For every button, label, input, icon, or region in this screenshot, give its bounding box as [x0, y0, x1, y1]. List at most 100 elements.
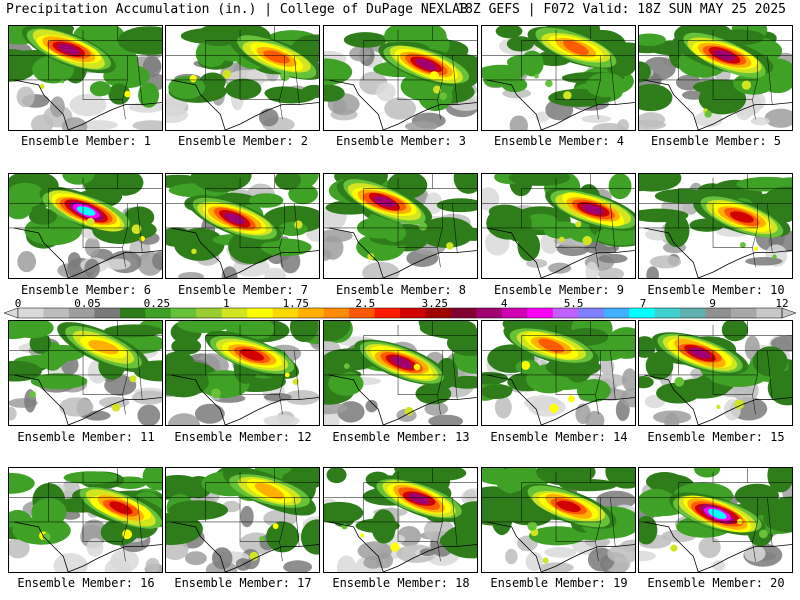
ensemble-member-label: Ensemble Member: 17	[174, 576, 312, 590]
ensemble-member-map	[481, 320, 636, 426]
colorbar-segment	[94, 308, 121, 318]
coastline	[328, 521, 477, 572]
colorbar-tick-label: 7	[639, 297, 647, 310]
colorbar-segment	[654, 308, 681, 318]
colorbar-segment	[170, 308, 197, 318]
colorbar-segment	[247, 308, 273, 318]
colorbar-segment	[18, 308, 44, 318]
coastline	[170, 374, 319, 425]
state-boundaries	[324, 321, 477, 415]
colorbar-tick-label: 0.25	[143, 297, 171, 310]
colorbar-segment	[119, 308, 146, 318]
colorbar-segment	[425, 308, 452, 318]
colorbar-segment	[68, 308, 95, 318]
state-boundaries	[482, 26, 635, 120]
colorbar-segment	[145, 308, 172, 318]
colorbar-segment	[578, 308, 605, 318]
ensemble-member-label: Ensemble Member: 13	[332, 430, 470, 444]
colorbar-segment	[272, 308, 299, 318]
state-boundaries	[9, 321, 162, 415]
ensemble-member-label: Ensemble Member: 7	[177, 283, 309, 297]
state-boundaries	[324, 26, 477, 120]
state-boundaries	[639, 468, 792, 562]
coastline	[13, 521, 162, 572]
map-title: Precipitation Accumulation (in.) | Colle…	[6, 2, 468, 17]
state-boundaries	[482, 468, 635, 562]
coastline	[328, 227, 477, 278]
ensemble-member-label: Ensemble Member: 1	[20, 134, 152, 148]
ensemble-member-map	[323, 173, 478, 279]
ensemble-member-label: Ensemble Member: 10	[647, 283, 785, 297]
colorbar-segment	[476, 308, 503, 318]
ensemble-member-map	[165, 25, 320, 131]
colorbar-segment	[323, 308, 350, 318]
ensemble-member-map	[8, 173, 163, 279]
colorbar-segment	[603, 308, 630, 318]
colorbar-segment	[374, 308, 401, 318]
ensemble-member-label: Ensemble Member: 4	[493, 134, 625, 148]
state-boundaries	[639, 321, 792, 415]
colorbar-segment	[298, 308, 324, 318]
ensemble-member-map	[8, 320, 163, 426]
state-boundaries	[639, 26, 792, 120]
ensemble-member-map	[165, 173, 320, 279]
ensemble-member-label: Ensemble Member: 8	[335, 283, 467, 297]
state-boundaries	[9, 174, 162, 268]
ensemble-member-map	[323, 320, 478, 426]
precipitation-colorbar	[4, 307, 796, 319]
coastline	[486, 227, 635, 278]
ensemble-member-map	[8, 467, 163, 573]
ensemble-member-label: Ensemble Member: 2	[177, 134, 309, 148]
model-valid-time: 18Z GEFS | F072 Valid: 18Z SUN MAY 25 20…	[457, 2, 786, 17]
colorbar-segment	[756, 308, 783, 318]
ensemble-member-map	[481, 467, 636, 573]
coastline	[170, 227, 319, 278]
ensemble-member-map	[638, 173, 793, 279]
ensemble-member-label: Ensemble Member: 9	[493, 283, 625, 297]
ensemble-member-label: Ensemble Member: 16	[17, 576, 155, 590]
colorbar-tick-label: 5.5	[563, 297, 584, 310]
state-boundaries	[639, 174, 792, 268]
state-boundaries	[166, 321, 319, 415]
coastline	[486, 374, 635, 425]
ensemble-member-map	[323, 467, 478, 573]
ensemble-member-map	[638, 467, 793, 573]
ensemble-member-label: Ensemble Member: 6	[20, 283, 152, 297]
coastline	[170, 79, 319, 130]
colorbar-tick-label: 1	[223, 297, 230, 310]
ensemble-member-label: Ensemble Member: 20	[647, 576, 785, 590]
ensemble-member-map	[638, 320, 793, 426]
colorbar-segment	[680, 308, 706, 318]
colorbar-segment	[501, 308, 528, 318]
colorbar-segment	[629, 308, 655, 318]
ensemble-member-map	[323, 25, 478, 131]
coastline	[643, 521, 792, 572]
colorbar-tick-label: 12	[775, 297, 789, 310]
ensemble-member-map	[481, 173, 636, 279]
coastline	[328, 79, 477, 130]
colorbar-segment	[731, 308, 757, 318]
state-boundaries	[166, 468, 319, 562]
ensemble-member-map	[638, 25, 793, 131]
colorbar-segment	[349, 308, 375, 318]
state-boundaries	[324, 468, 477, 562]
state-boundaries	[324, 174, 477, 268]
colorbar-segment	[450, 308, 477, 318]
colorbar-tick-label: 4	[500, 297, 508, 310]
colorbar-tick-label: 2.5	[355, 297, 376, 310]
coastline	[328, 374, 477, 425]
state-boundaries	[9, 26, 162, 120]
state-boundaries	[166, 174, 319, 268]
ensemble-member-label: Ensemble Member: 14	[490, 430, 628, 444]
ensemble-member-label: Ensemble Member: 12	[174, 430, 312, 444]
colorbar-tick-label: 0	[14, 297, 22, 310]
coastline	[486, 521, 635, 572]
coastline	[643, 79, 792, 130]
state-boundaries	[9, 468, 162, 562]
state-boundaries	[482, 321, 635, 415]
ensemble-member-label: Ensemble Member: 11	[17, 430, 155, 444]
state-boundaries	[166, 26, 319, 120]
colorbar-segment	[400, 308, 426, 318]
colorbar-segment	[527, 308, 554, 318]
colorbar-segment	[552, 308, 579, 318]
